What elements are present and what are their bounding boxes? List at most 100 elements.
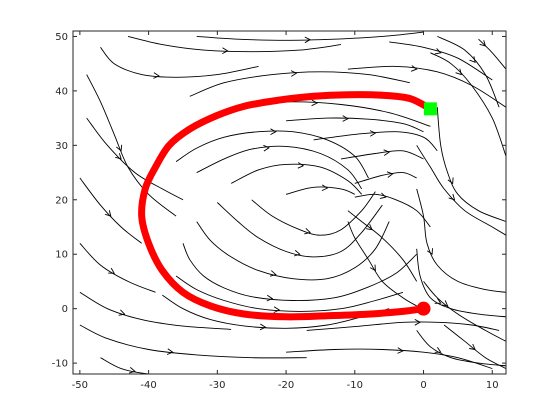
streamline-arrow-34 xyxy=(434,297,442,304)
streamline-arrow-42 xyxy=(469,343,476,351)
y-tick-label: 50 xyxy=(55,32,68,43)
streamline-12 xyxy=(306,321,500,331)
streamline-arrow-28 xyxy=(386,171,394,178)
streamline-14 xyxy=(175,275,404,312)
end-marker xyxy=(423,102,437,116)
streamline-5 xyxy=(86,117,184,201)
streamline-24 xyxy=(189,71,410,97)
streamline-arrow-11 xyxy=(397,347,404,354)
streamline-18 xyxy=(251,191,376,236)
streamline-arrow-12 xyxy=(414,319,422,326)
streamline-27 xyxy=(340,150,424,160)
streamline-arrow-7 xyxy=(108,267,115,274)
streamline-arrow-24 xyxy=(290,70,298,77)
y-tick-label: 10 xyxy=(55,250,68,261)
x-tick-label: -50 xyxy=(72,380,88,391)
y-tick-label: 30 xyxy=(55,141,68,152)
streamline-26 xyxy=(313,131,438,152)
streamline-37 xyxy=(437,35,500,108)
streamline-arrow-33 xyxy=(427,248,433,256)
streamline-30 xyxy=(347,210,418,282)
streamline-22 xyxy=(285,186,355,195)
streamline-4 xyxy=(86,74,177,217)
streamline-17 xyxy=(216,202,383,258)
x-axis: -50 -40 -30 -20 -10 0 10 xyxy=(72,31,499,391)
streamline-arrow-41 xyxy=(434,346,442,353)
streamline-arrow-43 xyxy=(441,300,449,307)
streamline-39 xyxy=(389,41,493,81)
streamline-arrow-1 xyxy=(153,72,160,79)
marker-layer xyxy=(416,102,437,316)
streamline-arrow-19 xyxy=(270,128,277,135)
streamline-arrow-2 xyxy=(222,47,229,55)
trajectory-line xyxy=(138,91,434,321)
x-tick-label: -30 xyxy=(209,380,225,391)
streamline-arrow-25 xyxy=(342,115,349,122)
streamline-arrow-27 xyxy=(383,149,391,156)
streamline-25 xyxy=(286,117,424,133)
streamline-43 xyxy=(423,281,506,342)
streamline-arrow-10 xyxy=(128,367,136,374)
streamline-arrow-15 xyxy=(266,294,274,302)
streamline-arrow-32 xyxy=(447,177,454,185)
streamline-29 xyxy=(354,193,431,228)
streamline-arrow-37 xyxy=(469,56,476,64)
streamline-35 xyxy=(347,65,506,108)
y-tick-label: -10 xyxy=(52,359,68,370)
streamline-arrow-26 xyxy=(369,130,377,137)
streamline-arrow-39 xyxy=(434,48,442,55)
streamline-arrow-13 xyxy=(259,323,267,331)
streamline-arrow-31 xyxy=(369,264,376,272)
streamline-6 xyxy=(79,177,142,244)
x-tick-label: 0 xyxy=(420,380,426,391)
streamline-19 xyxy=(175,130,369,179)
streamline-arrow-8 xyxy=(118,309,126,316)
streamline-28 xyxy=(354,172,417,184)
streamline-arrow-18 xyxy=(304,227,311,235)
streamline-8 xyxy=(79,291,232,330)
streamline-31 xyxy=(347,221,417,307)
streamline-arrow-6 xyxy=(104,210,112,217)
x-tick-label: -40 xyxy=(140,380,156,391)
streamline-11 xyxy=(286,348,493,370)
streamline-arrow-30 xyxy=(366,224,373,231)
x-tick-label: -10 xyxy=(347,380,363,391)
trajectory-layer xyxy=(138,91,434,321)
y-tick-label: 0 xyxy=(62,304,68,315)
streamline-20 xyxy=(196,145,363,190)
streamline-arrow-23 xyxy=(311,99,318,107)
streamline-arrow-16 xyxy=(269,270,277,277)
streamline-arrow-21 xyxy=(297,162,305,169)
streamline-arrow-4 xyxy=(116,144,123,152)
streamline-arrow-29 xyxy=(379,192,387,199)
y-axis: -10 0 10 20 30 40 50 xyxy=(52,32,506,370)
streamline-arrow-14 xyxy=(273,306,281,314)
streamline-34 xyxy=(416,248,506,318)
streamline-16 xyxy=(196,221,390,281)
streamline-arrow-40 xyxy=(448,193,456,201)
streamline-arrow-38 xyxy=(479,40,487,47)
streamline-41 xyxy=(416,330,506,367)
streamline-38 xyxy=(478,38,506,70)
streamline-arrow-20 xyxy=(263,144,270,152)
streamline-40 xyxy=(416,145,506,236)
streamline-arrow-3 xyxy=(304,36,312,44)
y-tick-label: 20 xyxy=(55,195,68,206)
x-tick-label: 10 xyxy=(486,380,499,391)
streamline-36 xyxy=(430,52,506,157)
start-marker xyxy=(416,301,431,316)
streamline-arrow-22 xyxy=(321,184,329,192)
y-tick-label: 40 xyxy=(55,86,68,97)
streamline-arrow-5 xyxy=(115,153,122,160)
x-tick-label: -20 xyxy=(278,380,294,391)
streamline-7 xyxy=(79,242,156,293)
streamline-arrow-35 xyxy=(410,65,418,72)
streamline-arrow-9 xyxy=(166,348,174,355)
streamline-33 xyxy=(416,188,506,293)
axes-frame xyxy=(72,30,507,375)
streamline-32 xyxy=(436,107,506,223)
streamline-21 xyxy=(230,163,363,195)
streamline-arrow-17 xyxy=(293,250,301,257)
streamline-arrow-36 xyxy=(455,68,462,76)
